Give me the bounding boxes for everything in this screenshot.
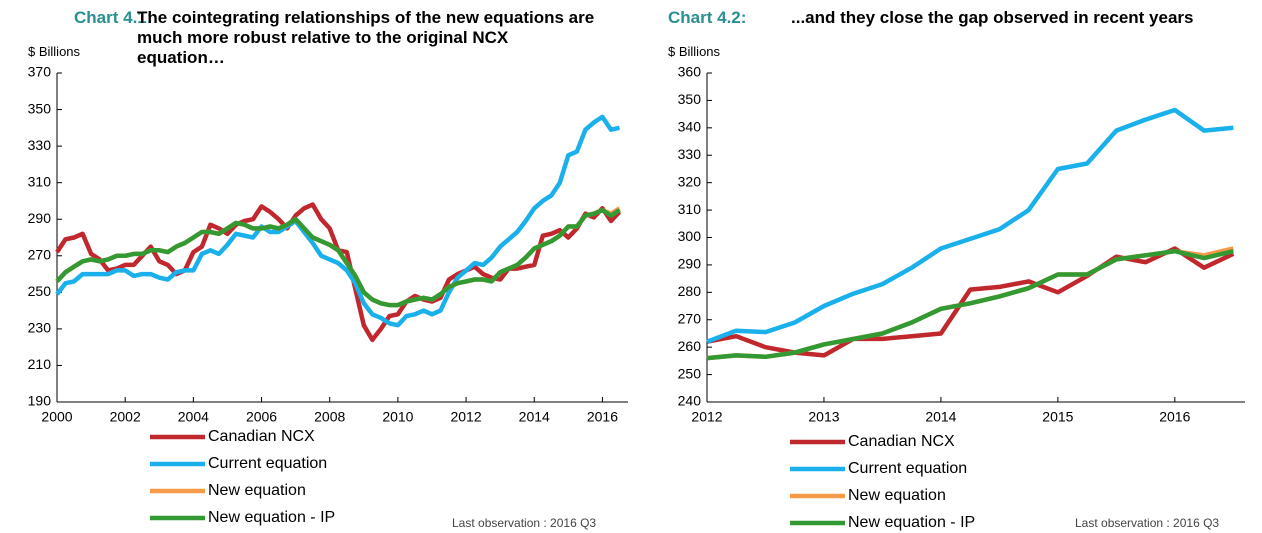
y-tick-label: 290 (28, 210, 52, 226)
legend-label: Canadian NCX (848, 433, 955, 450)
y-tick-label: 240 (678, 393, 702, 409)
x-tick-label: 2002 (110, 409, 141, 425)
legend-label: New equation - IP (848, 514, 975, 531)
x-tick-label: 2013 (808, 409, 839, 425)
y-tick-label: 360 (678, 64, 702, 80)
legend-label: New equation (848, 487, 946, 504)
x-tick-label: 2004 (178, 409, 209, 425)
chart-label: Chart 4.2: (668, 8, 747, 27)
y-tick-label: 230 (28, 320, 52, 336)
chart-title: ...and they close the gap observed in re… (791, 8, 1194, 27)
note: Last observation : 2016 Q3 (452, 516, 596, 530)
y-tick-label: 210 (28, 356, 52, 372)
chart: 240 250 260 270 280 290 300 310 320 330 340 350 360 2… (678, 64, 1245, 531)
y-tick-label: 260 (678, 338, 702, 354)
legend-label: New equation - IP (208, 509, 335, 526)
x-tick-label: 2008 (314, 409, 345, 425)
y-tick-label: 290 (678, 256, 702, 272)
series-line (55, 207, 621, 308)
y-tick-label: 270 (28, 246, 52, 262)
y-axis-unit: $ Billions (28, 44, 81, 59)
chart-title: The cointegrating relationships of the n… (137, 8, 595, 67)
x-tick-label: 2012 (450, 409, 481, 425)
y-tick-label: 350 (28, 100, 52, 116)
y-tick-label: 250 (678, 365, 702, 381)
legend-label: Canadian NCX (208, 428, 315, 445)
chart-panel: 240 250 260 270 280 290 300 310 320 330 340 350 360 2… (631, 0, 1262, 533)
x-tick-label: 2014 (925, 409, 956, 425)
x-tick-label: 2016 (1159, 409, 1190, 425)
y-tick-label: 190 (28, 393, 52, 409)
legend-label: New equation (208, 482, 306, 499)
series-line (55, 114, 620, 328)
y-tick-label: 320 (678, 173, 702, 189)
y-tick-label: 280 (678, 283, 702, 299)
x-tick-label: 2016 (587, 409, 618, 425)
x-tick-label: 2006 (246, 409, 277, 425)
legend-label: Current equation (848, 460, 967, 477)
y-tick-label: 340 (678, 119, 702, 135)
y-tick-label: 350 (678, 91, 702, 107)
y-tick-label: 330 (678, 146, 702, 162)
y-tick-label: 270 (678, 310, 702, 326)
y-axis-unit: $ Billions (668, 44, 721, 59)
chart: 190 210 230 250 270 290 310 330 350 370 2000 2002 20… (28, 64, 628, 530)
y-tick-label: 300 (678, 228, 702, 244)
y-tick-label: 250 (28, 283, 52, 299)
x-tick-label: 2000 (41, 409, 72, 425)
y-tick-label: 370 (28, 64, 52, 80)
note: Last observation : 2016 Q3 (1075, 516, 1219, 530)
series-line (706, 107, 1234, 344)
x-tick-label: 2012 (691, 409, 722, 425)
x-tick-label: 2015 (1042, 409, 1073, 425)
y-tick-label: 330 (28, 137, 52, 153)
legend-label: Current equation (208, 455, 327, 472)
series-line (706, 248, 1234, 361)
chart-label: Chart 4.1: (74, 8, 153, 27)
chart-panel: 190 210 230 250 270 290 310 330 350 370 2000 2002 20… (28, 8, 628, 530)
y-tick-label: 310 (28, 173, 52, 189)
x-tick-label: 2014 (519, 409, 550, 425)
x-tick-label: 2010 (382, 409, 413, 425)
y-tick-label: 310 (678, 201, 702, 217)
